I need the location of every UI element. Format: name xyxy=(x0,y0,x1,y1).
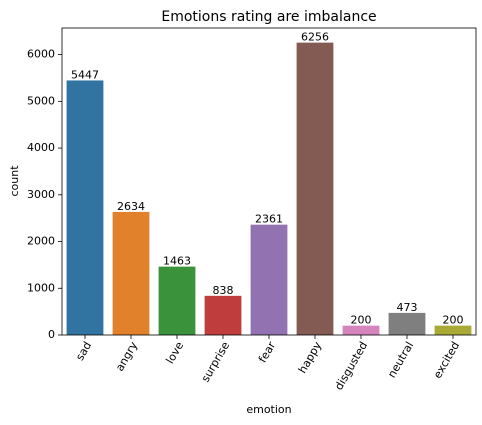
y-tick-label-4000: 4000 xyxy=(27,141,55,154)
bar-value-label-love: 1463 xyxy=(163,255,191,268)
x-axis: sad angry love surprise fear happy disgusted ne… xyxy=(73,335,462,392)
y-tick-label-3000: 3000 xyxy=(27,188,55,201)
x-tick-label-sad: sad xyxy=(73,340,94,363)
plot-frame xyxy=(61,27,477,336)
x-axis-label: emotion xyxy=(246,403,291,416)
bar-value-label-angry: 2634 xyxy=(117,200,145,213)
bar-angry xyxy=(112,211,150,335)
y-tick-label-5000: 5000 xyxy=(27,94,55,107)
y-tick-label-2000: 2000 xyxy=(27,235,55,248)
bar-sad xyxy=(66,80,104,335)
y-tick-label-0: 0 xyxy=(48,328,55,341)
x-tick-label-excited: excited xyxy=(431,340,462,381)
bar-neutral xyxy=(388,312,426,335)
x-tick-label-fear: fear xyxy=(256,339,278,365)
bar-value-label-neutral: 473 xyxy=(397,301,418,314)
bar-fear xyxy=(250,224,288,335)
bar-disgusted xyxy=(342,325,380,335)
x-tick-label-surprise: surprise xyxy=(199,339,233,384)
bar-surprise xyxy=(204,295,242,335)
y-axis: 0 1000 2000 3000 4000 5000 6000 xyxy=(27,48,62,341)
x-tick-label-love: love xyxy=(163,339,186,366)
bar-value-label-excited: 200 xyxy=(443,314,464,327)
bar-value-label-sad: 5447 xyxy=(71,68,99,81)
y-tick-label-1000: 1000 xyxy=(27,281,55,294)
bar-value-label-fear: 2361 xyxy=(255,213,283,226)
bar-happy xyxy=(296,42,334,335)
bar-love xyxy=(158,266,196,335)
bar-excited xyxy=(434,325,472,335)
bar-value-label-surprise: 838 xyxy=(213,284,234,297)
bar-value-label-disgusted: 200 xyxy=(351,314,372,327)
x-tick-label-angry: angry xyxy=(113,339,140,373)
y-tick-label-6000: 6000 xyxy=(27,48,55,61)
bars-layer xyxy=(66,42,472,335)
bar-labels-layer: 5447 2634 1463 838 2361 6256 200 473 200 xyxy=(71,31,464,327)
x-tick-label-happy: happy xyxy=(296,339,325,376)
y-axis-label: count xyxy=(8,165,21,197)
bar-value-label-happy: 6256 xyxy=(301,31,329,44)
x-tick-label-neutral: neutral xyxy=(385,340,416,381)
x-tick-label-disgusted: disgusted xyxy=(332,340,370,393)
chart-title: Emotions rating are imbalance xyxy=(161,9,376,25)
